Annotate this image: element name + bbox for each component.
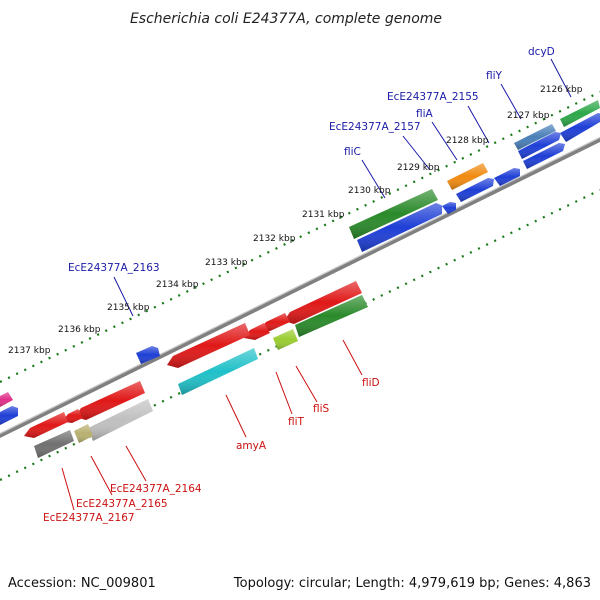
- gene-2163-shading: [136, 346, 160, 364]
- tick-labels: 2126 kbp 2127 kbp 2128 kbp 2129 kbp 2130 kbp…: [8, 85, 583, 356]
- gene-left-blue-shading: [0, 406, 18, 425]
- gene-fliY-cog-shading: [560, 100, 600, 127]
- tick-label: 2133 kbp: [205, 258, 248, 268]
- reverse-label-pointer: [225, 394, 247, 438]
- gene-features: [0, 100, 600, 458]
- tick-label: 2127 kbp: [507, 111, 550, 121]
- gene-2155-b-shading: [523, 143, 565, 169]
- forward-gene-label: EcE24377A_2155: [387, 91, 479, 103]
- reverse-label-pointer: [275, 371, 293, 415]
- gene-fliA-shading: [456, 178, 494, 202]
- tick-label: 2128 kbp: [446, 136, 489, 146]
- accession-text: Accession: NC_009801: [8, 576, 156, 591]
- gene-dcyD-shading: [560, 113, 600, 142]
- gene-fliD-shading: [284, 281, 362, 324]
- genome-summary-text: Topology: circular; Length: 4,979,619 bp…: [233, 576, 591, 591]
- gene-fliC-cog-shading: [349, 189, 438, 239]
- forward-gene-label: EcE24377A_2157: [329, 121, 421, 133]
- gene-2167-cog-shading: [34, 430, 74, 458]
- gene-fliS-shading: [260, 313, 290, 331]
- reverse-label-pointer: [125, 445, 147, 482]
- forward-label-pointer: [431, 121, 458, 161]
- gene-2167-shading: [24, 412, 68, 438]
- forward-gene-label: fliC: [344, 146, 361, 158]
- tick-label: 2136 kbp: [58, 325, 101, 335]
- reverse-gene-label: EcE24377A_2165: [76, 498, 168, 510]
- gene-fliC-shading: [357, 203, 442, 252]
- gene-2164-shading: [75, 381, 145, 420]
- gene-amyA-cog-shading: [178, 348, 258, 395]
- forward-gene-label: fliY: [486, 70, 503, 82]
- tick-label: 2126 kbp: [540, 85, 583, 95]
- tick-label: 2137 kbp: [8, 346, 51, 356]
- label-pointers: [61, 58, 572, 511]
- reverse-label-pointer: [61, 467, 75, 511]
- gene-2157-shading: [442, 202, 456, 214]
- reverse-gene-label: amyA: [236, 440, 267, 452]
- gene-amyA-shading: [167, 323, 250, 368]
- genome-backbone: [0, 136, 600, 439]
- tick-label: 2131 kbp: [302, 210, 345, 220]
- gene-2165-cog-shading: [74, 424, 93, 443]
- forward-label-pointer: [550, 58, 572, 98]
- gene-2165-shading: [62, 409, 83, 423]
- forward-gene-label: EcE24377A_2163: [68, 262, 160, 274]
- outer-tick-track: [0, 91, 600, 383]
- gene-fliS-cog-shading: [273, 329, 298, 350]
- reverse-label-pointer: [295, 365, 318, 403]
- forward-gene-labels: dcyD fliY EcE24377A_2155 fliAEcE24377A_2157…: [68, 46, 555, 274]
- gene-dcyD-cog-shading: [514, 124, 556, 150]
- reverse-gene-label: fliS: [313, 403, 330, 415]
- reverse-gene-label: fliT: [288, 416, 305, 428]
- reverse-label-pointer: [342, 339, 363, 376]
- gene-2164-cog-shading: [88, 399, 153, 441]
- forward-gene-label: dcyD: [528, 46, 555, 58]
- gene-fliT-shading: [244, 323, 270, 340]
- tick-label: 2132 kbp: [253, 234, 296, 244]
- tick-label: 2135 kbp: [107, 303, 150, 313]
- reverse-gene-label: EcE24377A_2167: [43, 512, 135, 524]
- gene-fliA-cog-shading: [447, 163, 488, 190]
- gene-fliY-shading: [518, 132, 561, 159]
- tick-label: 2130 kbp: [348, 186, 391, 196]
- forward-label-pointer: [113, 276, 134, 317]
- backbone-highlight: [0, 136, 600, 435]
- forward-label-pointer: [361, 159, 386, 199]
- backbone-line: [0, 136, 600, 439]
- tick-label: 2134 kbp: [156, 280, 199, 290]
- gene-left-pink-shading: [0, 392, 13, 407]
- forward-label-pointer: [467, 105, 490, 144]
- forward-label-pointer: [500, 83, 522, 120]
- map-title: Escherichia coli E24377A, complete genom…: [130, 11, 442, 27]
- gene-2155-shading: [494, 168, 520, 186]
- forward-label-pointer: [402, 135, 431, 171]
- tick-label: 2129 kbp: [397, 163, 440, 173]
- reverse-gene-label: fliD: [362, 377, 380, 389]
- reverse-label-pointer: [90, 455, 113, 496]
- forward-gene-label: fliA: [416, 108, 434, 120]
- reverse-gene-label: EcE24377A_2164: [110, 483, 202, 495]
- gene-fliD-cog-shading: [295, 295, 368, 337]
- reverse-gene-labels: fliD fliS fliT amyA EcE24377A_2164 EcE24377A_…: [43, 377, 380, 524]
